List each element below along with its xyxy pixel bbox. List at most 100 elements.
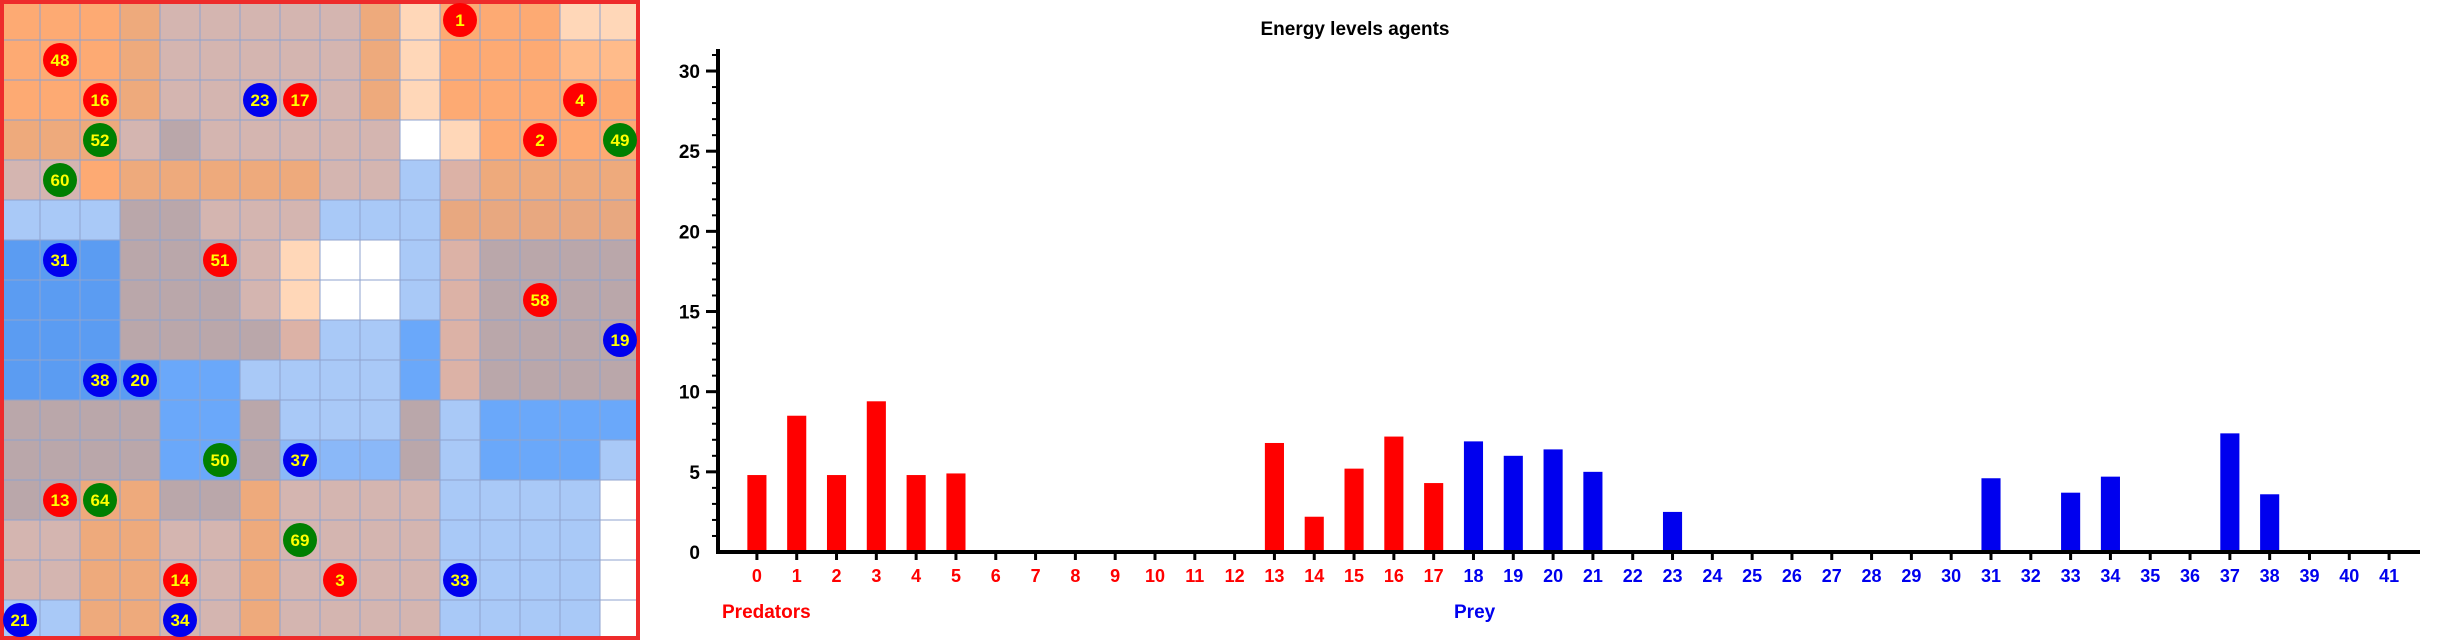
agent-circle (203, 243, 237, 277)
grid-cell (559, 39, 601, 81)
grid-cell (479, 79, 521, 121)
grid-cell (359, 319, 401, 361)
agent-marker[interactable]: 16 (83, 83, 117, 117)
agent-marker[interactable]: 51 (203, 243, 237, 277)
grid-cell (319, 279, 361, 321)
grid-cell (159, 119, 201, 161)
agent-circle (603, 123, 637, 157)
grid-cell (559, 279, 601, 321)
grid-cell (479, 39, 521, 81)
agent-marker[interactable]: 23 (243, 83, 277, 117)
x-tick-label: 6 (991, 566, 1001, 586)
grid-cell (39, 559, 81, 601)
energy-bar-chart: Energy levels agents Predators Prey 0510… (679, 19, 2420, 623)
grid-cell (599, 239, 640, 281)
grid-cell (439, 399, 481, 441)
agent-marker[interactable]: 64 (83, 483, 117, 517)
grid-cell (599, 159, 640, 201)
y-tick-label: 10 (679, 383, 700, 404)
agent-id-label: 14 (171, 571, 190, 590)
grid-cell (39, 0, 81, 41)
agent-id-label: 17 (291, 91, 310, 110)
agent-marker[interactable]: 37 (283, 443, 317, 477)
energy-bar (1583, 471, 1603, 550)
agent-id-label: 1 (455, 11, 464, 30)
grid-cell (359, 359, 401, 401)
grid-cell (359, 159, 401, 201)
grid-cell (479, 319, 521, 361)
agent-id-label: 2 (535, 131, 544, 150)
agent-marker[interactable]: 58 (523, 283, 557, 317)
grid-cell (479, 159, 521, 201)
x-tick-label: 18 (1463, 566, 1483, 586)
grid-cell (319, 159, 361, 201)
agent-marker[interactable]: 69 (283, 523, 317, 557)
grid-cell (359, 119, 401, 161)
agent-marker[interactable]: 2 (523, 123, 557, 157)
agent-circle (83, 363, 117, 397)
agent-circle (43, 243, 77, 277)
grid-cell (479, 559, 521, 601)
agent-id-label: 37 (291, 451, 310, 470)
agent-marker[interactable]: 34 (163, 603, 197, 637)
agent-marker[interactable]: 38 (83, 363, 117, 397)
grid-cell (159, 39, 201, 81)
agent-circle (43, 43, 77, 77)
x-tick-label: 23 (1663, 566, 1683, 586)
grid-cell (279, 159, 321, 201)
grid-cell (559, 239, 601, 281)
grid-cell (519, 39, 561, 81)
agent-marker[interactable]: 14 (163, 563, 197, 597)
x-tick-label: 25 (1742, 566, 1762, 586)
grid-cell (119, 119, 161, 161)
agent-marker[interactable]: 20 (123, 363, 157, 397)
grid-cell (319, 439, 361, 481)
grid-cell (239, 0, 281, 41)
grid-cell (519, 519, 561, 561)
grid-cell (279, 199, 321, 241)
grid-cell (119, 39, 161, 81)
grid-cell (519, 439, 561, 481)
predators-label: Predators (722, 602, 811, 623)
x-tick-label: 27 (1822, 566, 1842, 586)
agent-circle (83, 123, 117, 157)
grid-cell (79, 599, 121, 640)
agent-circle (203, 443, 237, 477)
grid-cell (559, 199, 601, 241)
grid-cell (199, 199, 241, 241)
grid-cell (79, 399, 121, 441)
agent-circle (283, 523, 317, 557)
agent-marker[interactable]: 21 (3, 603, 37, 637)
grid-cell (479, 599, 521, 640)
grid-cell (199, 519, 241, 561)
grid-cell (519, 479, 561, 521)
agent-marker[interactable]: 17 (283, 83, 317, 117)
agent-marker[interactable]: 4 (563, 83, 597, 117)
agent-marker[interactable]: 52 (83, 123, 117, 157)
grid-cell (559, 519, 601, 561)
agent-marker[interactable]: 60 (43, 163, 77, 197)
x-tick-label: 28 (1862, 566, 1882, 586)
agent-marker[interactable]: 1 (443, 3, 477, 37)
grid-cell (399, 319, 441, 361)
prey-label: Prey (1454, 602, 1496, 623)
agent-marker[interactable]: 3 (323, 563, 357, 597)
agent-marker[interactable]: 31 (43, 243, 77, 277)
agent-marker[interactable]: 19 (603, 323, 637, 357)
grid-cell (199, 399, 241, 441)
grid-cell (279, 319, 321, 361)
agent-marker[interactable]: 49 (603, 123, 637, 157)
x-tick-label: 41 (2379, 566, 2399, 586)
x-tick-label: 9 (1110, 566, 1120, 586)
agent-circle (163, 563, 197, 597)
agent-marker[interactable]: 13 (43, 483, 77, 517)
x-tick-label: 19 (1503, 566, 1523, 586)
grid-cell (439, 39, 481, 81)
grid-cell (159, 79, 201, 121)
agent-marker[interactable]: 50 (203, 443, 237, 477)
agent-marker[interactable]: 48 (43, 43, 77, 77)
agent-circle (283, 443, 317, 477)
grid-cell (599, 559, 640, 601)
agent-marker[interactable]: 33 (443, 563, 477, 597)
x-tick-label: 35 (2140, 566, 2160, 586)
